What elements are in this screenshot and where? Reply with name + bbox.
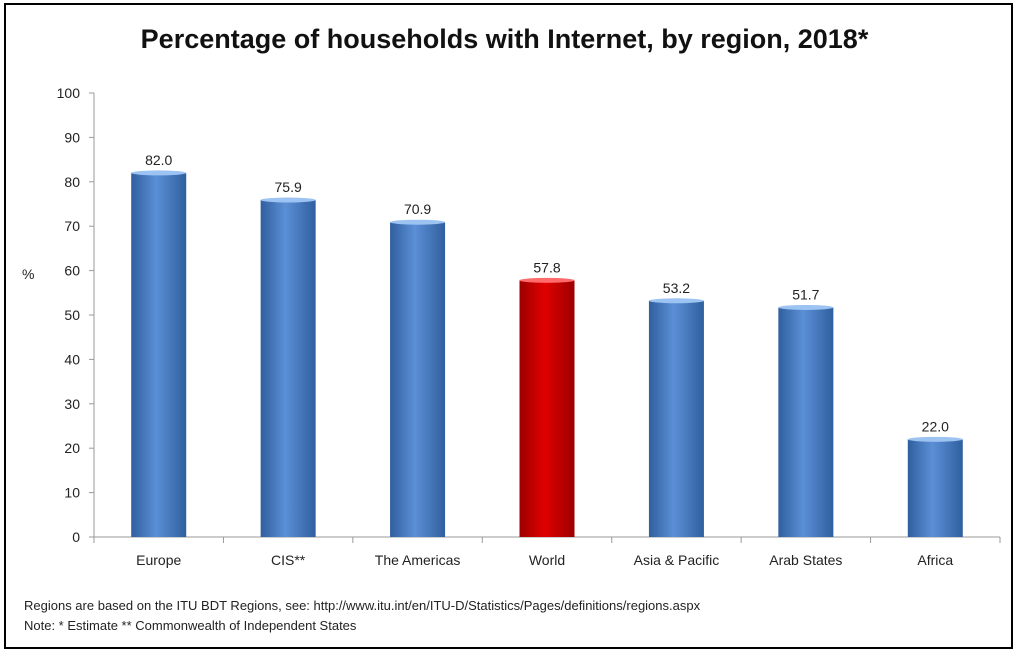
y-tick-label: 100 — [57, 85, 81, 101]
bar-africa — [907, 439, 963, 537]
bar-cap — [260, 197, 316, 203]
bar-europe — [131, 172, 187, 538]
data-label: 70.9 — [404, 201, 431, 217]
x-tick-label: Asia & Pacific — [634, 552, 720, 568]
y-tick-label: 60 — [64, 263, 80, 279]
footnote-regions: Regions are based on the ITU BDT Regions… — [24, 598, 701, 613]
x-tick-label: Europe — [136, 552, 181, 568]
bar-cap — [907, 436, 963, 442]
bar-asia-pacific — [648, 300, 704, 537]
data-label: 75.9 — [275, 179, 302, 195]
y-tick-label: 0 — [72, 529, 80, 545]
bar-cap — [519, 277, 575, 283]
chart-title: Percentage of households with Internet, … — [140, 24, 869, 54]
bar-cap — [778, 304, 834, 310]
data-label: 51.7 — [792, 286, 819, 302]
bar-the-americas — [390, 222, 446, 538]
bar-cis — [260, 200, 316, 537]
bar-cap — [131, 170, 187, 176]
bar-cap — [390, 219, 446, 225]
y-tick-label: 90 — [64, 129, 80, 145]
data-label: 53.2 — [663, 280, 690, 296]
y-tick-label: 70 — [64, 218, 80, 234]
data-label: 57.8 — [533, 259, 560, 275]
y-tick-label: 10 — [64, 485, 80, 501]
x-tick-label: The Americas — [375, 552, 461, 568]
y-tick-label: 40 — [64, 351, 80, 367]
y-tick-label: 50 — [64, 307, 80, 323]
chart-frame — [4, 3, 1013, 649]
x-tick-label: World — [529, 552, 565, 568]
y-tick-label: 20 — [64, 440, 80, 456]
x-tick-label: CIS** — [271, 552, 306, 568]
y-tick-label: 30 — [64, 396, 80, 412]
x-tick-label: Africa — [917, 552, 953, 568]
data-label: 22.0 — [922, 418, 949, 434]
y-axis-label: % — [22, 266, 35, 282]
x-tick-label: Arab States — [769, 552, 842, 568]
data-label: 82.0 — [145, 152, 172, 168]
bar-world — [519, 280, 575, 537]
footnote-note: Note: * Estimate ** Commonwealth of Inde… — [24, 618, 357, 633]
bar-arab-states — [778, 307, 834, 537]
y-tick-label: 80 — [64, 174, 80, 190]
bar-cap — [648, 298, 704, 304]
